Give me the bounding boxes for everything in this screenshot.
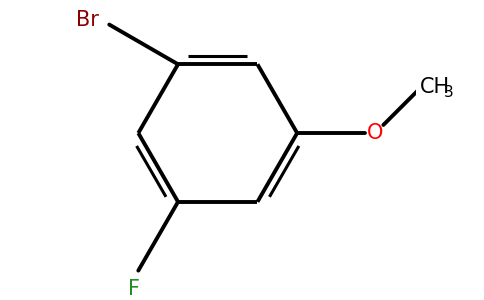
Text: O: O — [367, 123, 383, 143]
Text: CH: CH — [420, 77, 450, 98]
Text: Br: Br — [76, 10, 99, 30]
Text: F: F — [128, 279, 140, 299]
Text: 3: 3 — [443, 85, 453, 100]
